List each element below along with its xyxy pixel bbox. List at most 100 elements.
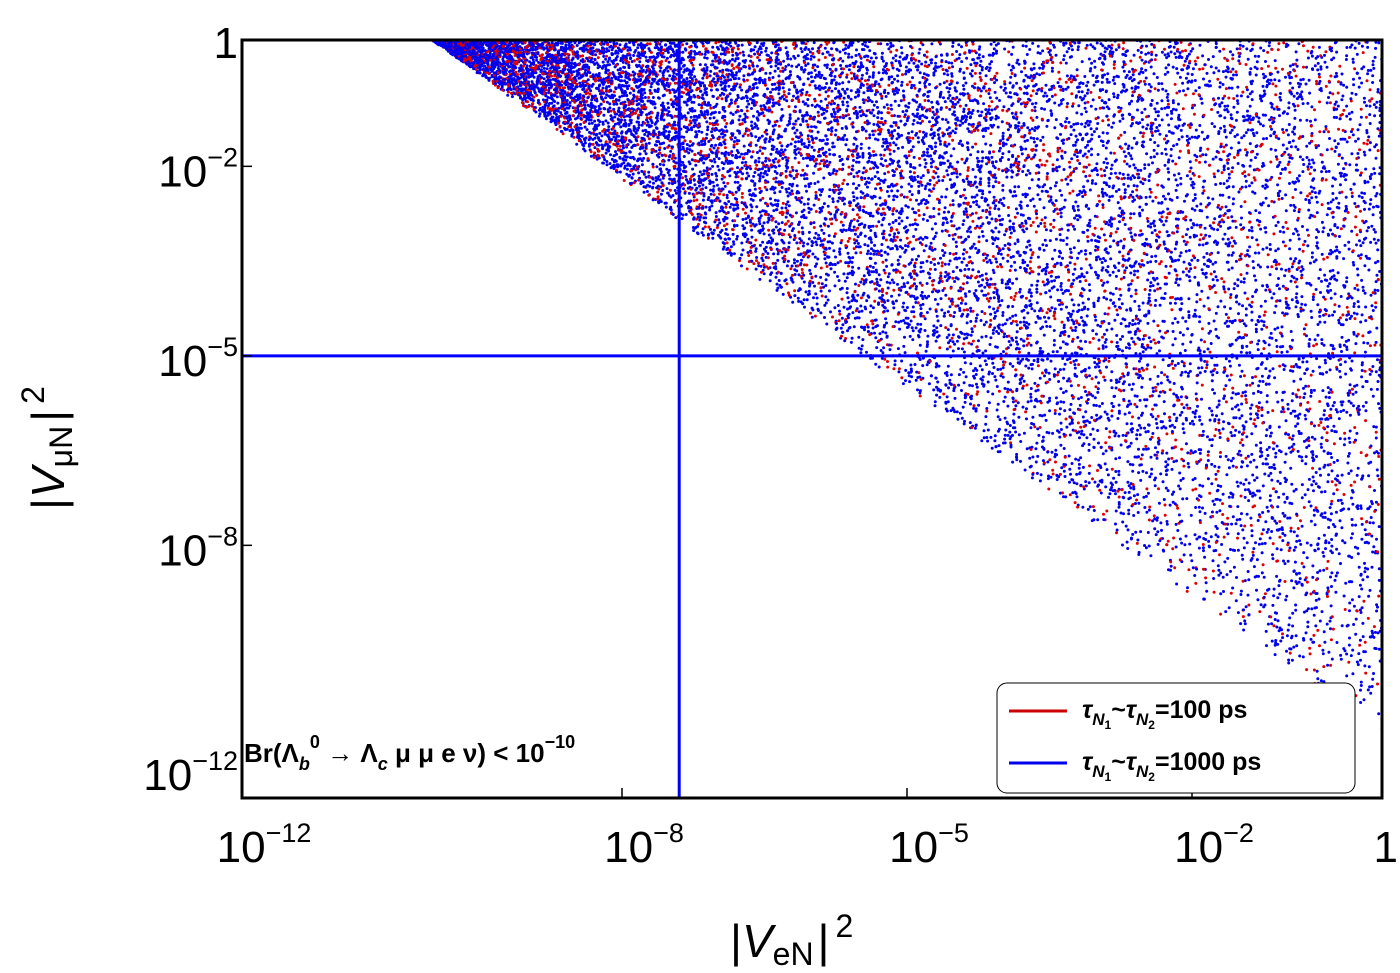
scatter-point bbox=[894, 54, 898, 58]
scatter-point bbox=[1074, 325, 1078, 329]
scatter-point bbox=[674, 59, 677, 63]
scatter-point bbox=[1231, 515, 1235, 519]
scatter-point bbox=[733, 59, 737, 63]
scatter-point bbox=[1147, 311, 1151, 315]
scatter-point bbox=[1121, 113, 1125, 117]
scatter-point bbox=[1214, 183, 1218, 186]
scatter-point bbox=[1241, 44, 1245, 48]
scatter-point bbox=[1011, 397, 1015, 401]
scatter-point bbox=[896, 258, 900, 262]
scatter-point bbox=[794, 119, 798, 123]
scatter-point bbox=[1289, 647, 1293, 651]
scatter-point bbox=[1347, 399, 1351, 403]
scatter-point bbox=[758, 277, 762, 281]
scatter-point bbox=[1181, 422, 1185, 426]
scatter-point bbox=[1108, 273, 1112, 277]
scatter-point bbox=[607, 84, 611, 88]
scatter-point bbox=[1200, 422, 1204, 426]
scatter-point bbox=[1059, 132, 1062, 136]
scatter-point bbox=[1113, 266, 1117, 270]
scatter-point bbox=[1054, 181, 1058, 185]
scatter-point bbox=[1237, 430, 1241, 434]
scatter-point bbox=[947, 386, 950, 390]
scatter-point bbox=[1189, 340, 1193, 344]
scatter-point bbox=[1362, 698, 1366, 702]
scatter-point bbox=[1022, 320, 1026, 324]
scatter-point bbox=[945, 69, 949, 73]
scatter-point bbox=[706, 125, 710, 129]
scatter-point bbox=[1246, 57, 1250, 61]
scatter-point bbox=[760, 78, 764, 82]
scatter-point bbox=[928, 89, 932, 93]
scatter-point bbox=[1177, 283, 1180, 287]
scatter-point bbox=[1260, 414, 1264, 418]
scatter-point bbox=[748, 188, 752, 192]
scatter-point bbox=[1149, 554, 1153, 558]
scatter-point bbox=[1327, 314, 1331, 318]
scatter-point bbox=[1155, 101, 1159, 105]
scatter-point bbox=[711, 164, 715, 168]
scatter-point bbox=[753, 52, 757, 56]
scatter-point bbox=[939, 107, 943, 111]
scatter-point bbox=[1201, 484, 1205, 488]
scatter-point bbox=[888, 348, 892, 352]
scatter-point bbox=[879, 153, 883, 157]
scatter-point bbox=[935, 393, 939, 397]
scatter-point bbox=[542, 66, 546, 70]
scatter-point bbox=[1066, 182, 1070, 186]
scatter-point bbox=[856, 235, 860, 239]
scatter-point bbox=[745, 171, 749, 175]
scatter-point bbox=[744, 94, 748, 98]
scatter-point bbox=[1024, 44, 1028, 48]
scatter-point bbox=[675, 50, 679, 54]
scatter-point bbox=[761, 240, 765, 244]
scatter-point bbox=[1237, 363, 1241, 367]
scatter-point bbox=[1159, 390, 1162, 394]
scatter-point bbox=[910, 184, 913, 188]
scatter-point bbox=[836, 304, 840, 307]
scatter-point bbox=[1353, 46, 1357, 50]
scatter-point bbox=[857, 266, 861, 270]
scatter-point bbox=[1245, 153, 1249, 157]
scatter-point bbox=[1150, 231, 1154, 235]
scatter-point bbox=[1125, 422, 1129, 426]
scatter-point bbox=[1134, 260, 1138, 264]
scatter-point bbox=[1101, 266, 1105, 270]
scatter-point bbox=[949, 409, 953, 413]
scatter-point bbox=[1276, 479, 1280, 483]
scatter-point bbox=[1348, 601, 1352, 605]
scatter-point bbox=[924, 244, 928, 248]
scatter-point bbox=[852, 72, 856, 76]
scatter-point bbox=[827, 194, 831, 198]
scatter-point bbox=[1266, 376, 1270, 380]
scatter-point bbox=[1302, 638, 1306, 642]
scatter-point bbox=[1126, 528, 1130, 532]
scatter-point bbox=[1314, 598, 1318, 602]
scatter-point bbox=[1365, 131, 1369, 135]
scatter-point bbox=[781, 150, 785, 154]
scatter-point bbox=[629, 56, 633, 60]
scatter-point bbox=[767, 140, 771, 143]
scatter-point bbox=[1263, 299, 1267, 303]
scatter-point bbox=[1261, 247, 1265, 251]
scatter-point bbox=[995, 330, 999, 333]
scatter-point bbox=[1223, 128, 1227, 132]
scatter-point bbox=[1072, 322, 1076, 326]
scatter-point bbox=[1326, 402, 1329, 406]
scatter-point bbox=[831, 197, 835, 201]
scatter-point bbox=[762, 272, 766, 276]
scatter-point bbox=[1292, 259, 1296, 263]
scatter-point bbox=[1236, 532, 1240, 536]
scatter-point bbox=[1085, 91, 1089, 95]
scatter-point bbox=[1326, 284, 1330, 288]
scatter-point bbox=[836, 261, 840, 265]
scatter-point bbox=[1068, 247, 1072, 251]
scatter-point bbox=[1286, 112, 1289, 116]
scatter-point bbox=[751, 71, 755, 75]
scatter-point bbox=[1068, 480, 1071, 484]
scatter-point bbox=[1319, 291, 1322, 294]
scatter-point bbox=[1115, 345, 1119, 348]
scatter-point bbox=[980, 110, 984, 114]
scatter-point bbox=[969, 230, 973, 234]
scatter-point bbox=[857, 335, 861, 339]
